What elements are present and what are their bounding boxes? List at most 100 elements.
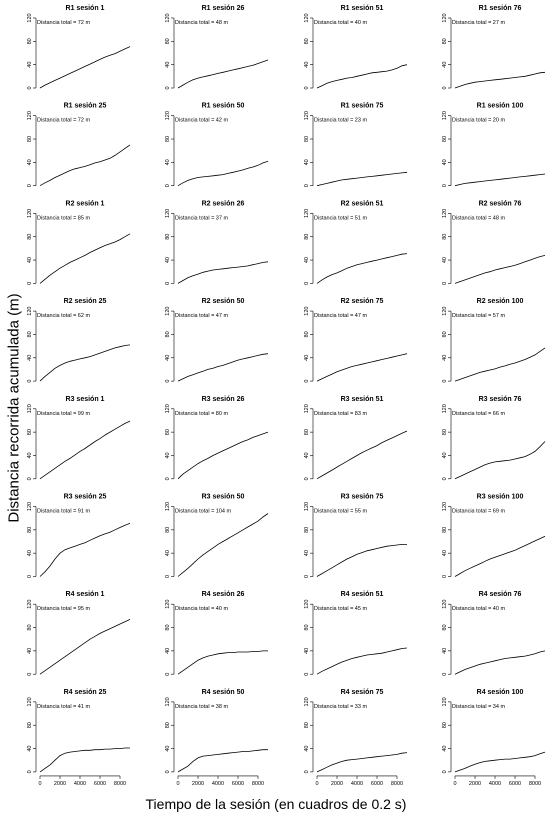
total-distance-label: Distancia total = 40 m: [452, 606, 505, 612]
y-tick-label: 0: [27, 575, 33, 578]
total-distance-label: Distancia total = 80 m: [175, 411, 228, 417]
total-distance-label: Distancia total = 62 m: [37, 313, 90, 319]
panel-title: R1 sesión 100: [477, 103, 524, 110]
y-tick-label: 0: [442, 673, 448, 676]
y-tick-label: 80: [304, 331, 310, 337]
y-tick-label: 40: [27, 62, 33, 68]
y-tick-label: 40: [27, 355, 33, 361]
y-tick-label: 40: [442, 62, 448, 68]
total-distance-label: Distancia total = 72 m: [37, 118, 90, 124]
x-tick-label: 4000: [489, 781, 501, 787]
y-tick-label: 120: [27, 404, 33, 413]
total-distance-label: Distancia total = 69 m: [452, 509, 505, 515]
y-tick-label: 120: [165, 111, 171, 120]
panel-title: R3 sesión 50: [202, 494, 245, 501]
y-tick-label: 120: [442, 13, 448, 22]
y-tick-label: 0: [304, 673, 310, 676]
distance-series-line: [316, 544, 407, 577]
distance-series-line: [39, 46, 131, 89]
y-tick-label: 120: [27, 13, 33, 22]
y-tick-label: 0: [27, 380, 33, 383]
x-tick-label: 2000: [192, 781, 204, 787]
y-tick-label: 0: [27, 770, 33, 773]
y-tick-label: 80: [165, 429, 171, 435]
distance-series-line: [39, 420, 131, 480]
panel-title: R1 sesión 25: [64, 103, 107, 110]
y-tick-label: 80: [442, 331, 448, 337]
panel: R1 sesión 25 0 40 80 120 Distancia total = 72…: [27, 103, 131, 187]
distance-series-line: [454, 751, 546, 773]
total-distance-label: Distancia total = 20 m: [452, 118, 505, 124]
distance-series-line: [316, 253, 408, 284]
y-tick-label: 120: [165, 209, 171, 218]
panel: R2 sesión 100 0 40 80 120 Distancia total = 5…: [442, 298, 546, 383]
total-distance-label: Distancia total = 33 m: [314, 704, 367, 710]
y-tick-label: 80: [27, 38, 33, 44]
y-tick-label: 0: [165, 770, 171, 773]
y-tick-label: 40: [165, 746, 171, 752]
y-tick-label: 0: [27, 673, 33, 676]
y-tick-label: 120: [442, 404, 448, 413]
y-tick-label: 80: [165, 331, 171, 337]
distance-series-line: [177, 160, 269, 187]
y-tick-label: 80: [304, 527, 310, 533]
panel-title: R3 sesión 1: [66, 396, 105, 403]
y-tick-label: 80: [304, 136, 310, 142]
panel-title: R2 sesión 75: [341, 298, 384, 305]
x-tick-label: 0: [38, 781, 41, 787]
x-tick-label: 0: [453, 781, 456, 787]
panel-title: R1 sesión 51: [341, 5, 384, 12]
y-tick-label: 120: [304, 404, 310, 413]
x-tick-label: 6000: [371, 781, 383, 787]
x-tick-label: 4000: [212, 781, 224, 787]
total-distance-label: Distancia total = 57 m: [452, 313, 505, 319]
y-tick-label: 120: [27, 111, 33, 120]
panel: R2 sesión 75 0 40 80 120 Distancia total = 47…: [304, 298, 408, 383]
total-distance-label: Distancia total = 40 m: [314, 20, 367, 26]
y-tick-label: 120: [27, 600, 33, 609]
panel-title: R2 sesión 26: [202, 200, 245, 207]
y-tick-label: 40: [442, 746, 448, 752]
distance-series-line: [316, 353, 408, 382]
panel-title: R1 sesión 50: [202, 103, 245, 110]
y-tick-label: 120: [27, 307, 33, 316]
x-tick-label: 2000: [331, 781, 343, 787]
panel-title: R2 sesión 1: [66, 200, 105, 207]
total-distance-label: Distancia total = 95 m: [37, 606, 90, 612]
y-tick-label: 0: [304, 477, 310, 480]
y-tick-label: 120: [165, 697, 171, 706]
distance-series-line: [454, 441, 546, 480]
panel: R1 sesión 26 0 40 80 120 Distancia total = 48…: [165, 5, 269, 90]
y-tick-label: 0: [165, 184, 171, 187]
y-tick-label: 120: [304, 307, 310, 316]
distance-series-line: [39, 344, 131, 382]
y-tick-label: 0: [304, 380, 310, 383]
y-tick-label: 40: [442, 257, 448, 263]
panel: R1 sesión 50 0 40 80 120 Distancia total = 42…: [165, 103, 269, 187]
total-distance-label: Distancia total = 45 m: [314, 606, 367, 612]
distance-series-line: [454, 535, 546, 577]
x-tick-label: 8000: [252, 781, 264, 787]
panel: R3 sesión 51 0 40 80 120 Distancia total = 83…: [304, 396, 408, 480]
y-tick-label: 40: [27, 257, 33, 263]
panel-title: R2 sesión 50: [202, 298, 245, 305]
y-tick-label: 40: [304, 550, 310, 556]
panel-title: R3 sesión 25: [64, 494, 107, 501]
y-axis-label: Distancia recorrida acumulada (m): [5, 293, 23, 523]
panel: R4 sesión 25 0 40 80 120 0 2000 4000 6000 8000 Dis…: [27, 689, 130, 787]
panel: R4 sesión 100 0 40 80 120 0 2000 4000 6000 8000 Di…: [442, 689, 546, 787]
distance-series-line: [39, 523, 131, 577]
y-tick-label: 0: [165, 86, 171, 89]
y-tick-label: 40: [304, 648, 310, 654]
y-tick-label: 120: [442, 502, 448, 511]
y-tick-label: 40: [304, 62, 310, 68]
panel: R1 sesión 76 0 40 80 120 Distancia total = 27…: [442, 5, 546, 90]
y-tick-label: 0: [304, 282, 310, 285]
panel: R1 sesión 51 0 40 80 120 Distancia total = 40…: [304, 5, 408, 90]
distance-series-line: [316, 647, 408, 675]
panel-title: R3 sesión 75: [341, 494, 384, 501]
y-tick-label: 120: [27, 697, 33, 706]
y-tick-label: 0: [442, 380, 448, 383]
total-distance-label: Distancia total = 41 m: [37, 704, 90, 710]
